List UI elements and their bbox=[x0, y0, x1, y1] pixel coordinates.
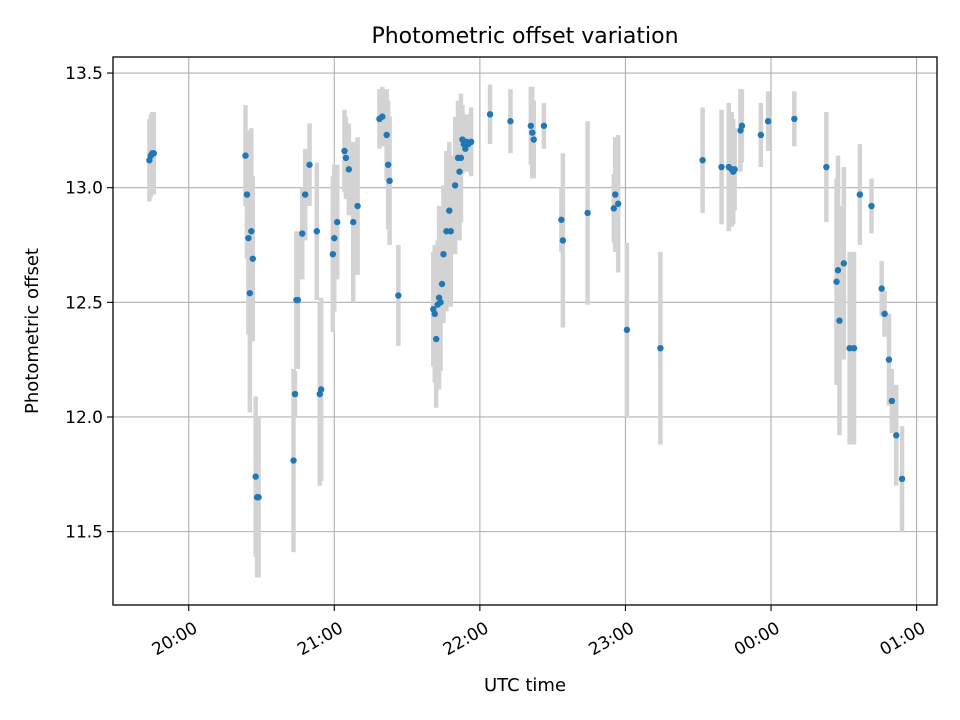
data-point bbox=[150, 150, 157, 157]
y-tick-label: 13.0 bbox=[65, 179, 103, 199]
data-point bbox=[885, 356, 893, 363]
data-point bbox=[614, 200, 622, 207]
x-axis: 20:00 21:00 22:00 23:00 00:00 01:00 bbox=[149, 605, 929, 660]
data-point bbox=[612, 191, 619, 198]
data-point bbox=[878, 285, 885, 292]
data-point bbox=[757, 131, 765, 139]
data-point bbox=[331, 234, 338, 242]
data-point bbox=[313, 228, 321, 235]
data-point bbox=[249, 255, 256, 262]
data-point bbox=[317, 386, 325, 393]
data-point bbox=[440, 250, 447, 258]
data-point bbox=[354, 202, 361, 210]
data-point bbox=[718, 163, 725, 171]
data-point bbox=[559, 237, 567, 244]
data-point bbox=[456, 168, 463, 175]
data-point bbox=[457, 154, 465, 162]
data-point bbox=[242, 152, 249, 159]
data-point bbox=[395, 292, 402, 299]
data-point bbox=[738, 122, 746, 129]
y-axis: 11.5 12.0 12.5 13.0 13.5 bbox=[65, 64, 113, 543]
data-point bbox=[834, 267, 842, 274]
data-point bbox=[243, 191, 251, 198]
x-tick-label: 01:00 bbox=[877, 618, 929, 660]
data-point bbox=[881, 310, 888, 318]
data-point bbox=[540, 122, 548, 129]
data-point bbox=[447, 228, 454, 235]
x-tick-label: 22:00 bbox=[440, 618, 492, 660]
data-point bbox=[850, 344, 858, 352]
data-point bbox=[299, 230, 306, 237]
data-point bbox=[791, 115, 798, 123]
data-point bbox=[341, 147, 348, 155]
data-point bbox=[764, 118, 772, 125]
data-point bbox=[248, 228, 255, 235]
data-point bbox=[610, 205, 618, 212]
data-point bbox=[451, 182, 459, 189]
data-point bbox=[462, 145, 469, 152]
data-point bbox=[893, 432, 900, 439]
data-point bbox=[888, 397, 896, 405]
data-point bbox=[731, 166, 738, 173]
data-point bbox=[252, 473, 259, 480]
data-point bbox=[840, 260, 848, 267]
data-point bbox=[530, 136, 537, 143]
data-point bbox=[333, 218, 341, 226]
data-point bbox=[584, 209, 591, 217]
data-point bbox=[657, 344, 664, 352]
data-point bbox=[836, 317, 843, 324]
x-tick-label: 23:00 bbox=[585, 618, 637, 660]
data-point bbox=[255, 494, 262, 501]
data-point bbox=[856, 191, 864, 198]
plot-frame bbox=[112, 56, 938, 606]
data-point bbox=[342, 154, 350, 162]
data-point bbox=[350, 218, 357, 226]
data-point bbox=[558, 216, 565, 223]
data-point bbox=[432, 335, 440, 343]
data-point bbox=[245, 234, 252, 242]
chart-title: Photometric offset variation bbox=[371, 24, 678, 49]
data-point bbox=[527, 122, 535, 129]
data-point bbox=[467, 138, 475, 146]
data-point bbox=[246, 289, 254, 297]
data-point bbox=[329, 250, 337, 258]
plot-background bbox=[113, 57, 937, 605]
data-points bbox=[146, 111, 906, 501]
data-point bbox=[383, 131, 390, 139]
data-point bbox=[486, 111, 494, 118]
data-point bbox=[833, 278, 840, 285]
data-point bbox=[823, 163, 830, 171]
data-point bbox=[507, 118, 514, 125]
y-tick-label: 13.5 bbox=[65, 64, 103, 84]
data-point bbox=[291, 390, 299, 398]
data-point bbox=[306, 161, 313, 168]
y-tick-label: 11.5 bbox=[65, 523, 103, 543]
data-point bbox=[529, 129, 536, 136]
data-point bbox=[868, 202, 875, 210]
y-axis-label: Photometric offset bbox=[22, 248, 43, 414]
data-point bbox=[431, 310, 438, 318]
data-point bbox=[898, 475, 906, 483]
data-point bbox=[446, 207, 453, 214]
data-point bbox=[623, 326, 631, 334]
data-point bbox=[437, 299, 444, 306]
data-point bbox=[386, 177, 393, 185]
x-tick-label: 00:00 bbox=[731, 618, 783, 660]
x-tick-label: 21:00 bbox=[294, 618, 346, 660]
x-axis-label: UTC time bbox=[484, 675, 566, 696]
data-point bbox=[438, 280, 446, 288]
data-point bbox=[294, 296, 302, 304]
y-tick-label: 12.5 bbox=[65, 293, 103, 313]
data-point bbox=[699, 156, 706, 164]
data-point bbox=[290, 457, 297, 464]
grid bbox=[113, 57, 937, 605]
data-point bbox=[379, 113, 386, 120]
x-tick-label: 20:00 bbox=[149, 618, 201, 660]
y-tick-label: 12.0 bbox=[65, 408, 103, 428]
data-point bbox=[384, 161, 392, 168]
data-point bbox=[345, 166, 353, 173]
data-point bbox=[301, 191, 309, 198]
